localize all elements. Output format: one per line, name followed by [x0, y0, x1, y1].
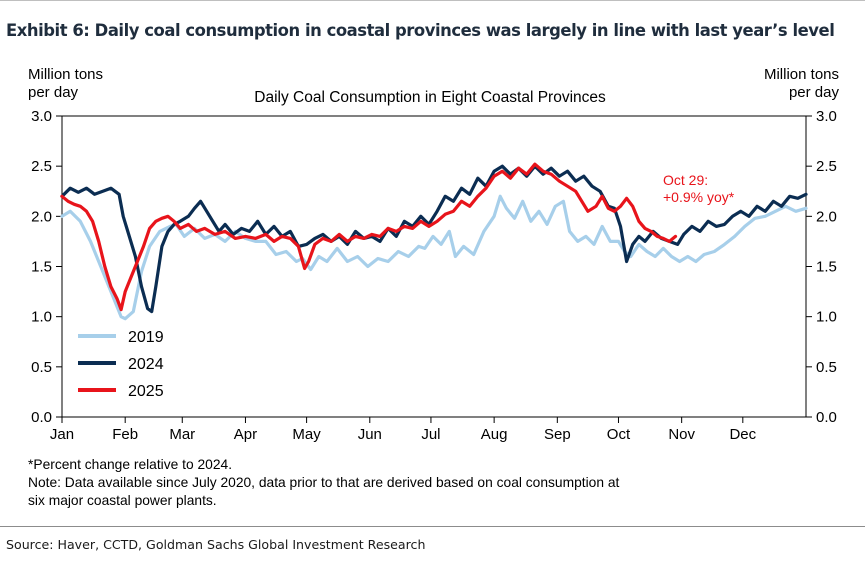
- x-tick-label: May: [292, 426, 321, 443]
- y-ticks-left: 0.0 0.5 1.0 1.5 2.0 2.5 3.0: [31, 108, 62, 426]
- chart-title: Daily Coal Consumption in Eight Coastal …: [254, 89, 606, 106]
- series-line-2024: [60, 164, 808, 314]
- x-tick-label: Jul: [421, 426, 440, 443]
- x-ticks: Jan Feb Mar Apr May Jun Jul Aug Sep Oct Nov Dec: [50, 417, 757, 443]
- y-tick-label-right: 0.5: [816, 359, 837, 376]
- y-axis-label-left-line1: Million tons: [28, 66, 103, 83]
- legend-label-2025: 2025: [128, 383, 164, 400]
- y-tick-label-left: 1.5: [31, 259, 52, 276]
- footnote-data-note: Note: Data available since July 2020, da…: [28, 475, 620, 490]
- y-ticks-right: 0.0 0.5 1.0 1.5 2.0 2.5 3.0: [806, 108, 837, 426]
- x-tick-label: Nov: [668, 426, 695, 443]
- footnote-asterisk: *Percent change relative to 2024.: [28, 457, 233, 472]
- annotation-line1: Oct 29:: [663, 172, 708, 188]
- y-tick-label-left: 1.0: [31, 309, 52, 326]
- legend: 2019 2024 2025: [78, 329, 164, 400]
- line-chart: Daily Coal Consumption in Eight Coastal …: [28, 66, 840, 443]
- plot-frame: [61, 115, 807, 418]
- source-line: Source: Haver, CCTD, Goldman Sachs Globa…: [6, 537, 426, 552]
- y-tick-label-left: 0.5: [31, 359, 52, 376]
- y-tick-label-left: 3.0: [31, 108, 52, 125]
- y-tick-label-right: 2.5: [816, 158, 837, 175]
- y-tick-label-right: 0.0: [816, 409, 837, 426]
- legend-label-2024: 2024: [128, 356, 164, 373]
- bottom-rule: [0, 526, 865, 527]
- y-axis-label-left-line2: per day: [28, 84, 79, 101]
- y-tick-label-left: 2.5: [31, 158, 52, 175]
- exhibit-title: Exhibit 6: Daily coal consumption in coa…: [6, 21, 835, 40]
- y-tick-label-right: 1.0: [816, 309, 837, 326]
- x-tick-label: Apr: [234, 426, 257, 443]
- y-tick-label-right: 3.0: [816, 108, 837, 125]
- y-tick-label-right: 2.0: [816, 208, 837, 225]
- x-tick-label: Dec: [729, 426, 756, 443]
- y-tick-label-right: 1.5: [816, 259, 837, 276]
- x-tick-label: Jan: [50, 426, 74, 443]
- series-line-2019: [60, 194, 808, 321]
- x-tick-label: Oct: [607, 426, 631, 443]
- x-tick-label: Sep: [544, 426, 571, 443]
- y-axis-label-right-line2: per day: [789, 84, 840, 101]
- series-layer: [60, 162, 808, 321]
- x-tick-label: Aug: [481, 426, 508, 443]
- annotation-line2: +0.9% yoy*: [663, 189, 735, 205]
- y-tick-label-left: 2.0: [31, 208, 52, 225]
- x-tick-label: Jun: [358, 426, 382, 443]
- top-rule: [0, 0, 865, 1]
- footnote-data-note-cont: six major coastal power plants.: [28, 493, 217, 508]
- x-tick-label: Mar: [169, 426, 195, 443]
- y-axis-label-right-line1: Million tons: [764, 66, 839, 83]
- x-tick-label: Feb: [112, 426, 138, 443]
- legend-label-2019: 2019: [128, 329, 164, 346]
- series-line-2025: [60, 162, 678, 312]
- y-tick-label-left: 0.0: [31, 409, 52, 426]
